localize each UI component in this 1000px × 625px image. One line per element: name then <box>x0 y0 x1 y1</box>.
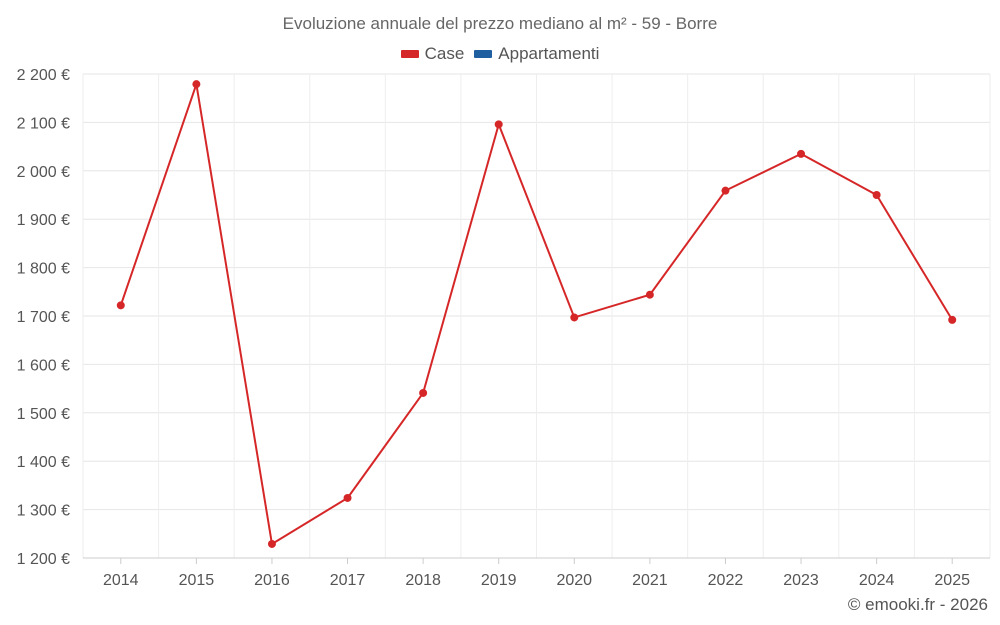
data-point <box>570 313 579 322</box>
x-tick-label: 2016 <box>254 572 290 589</box>
x-tick-label: 2015 <box>179 572 215 589</box>
legend: Case Appartamenti <box>0 44 1000 64</box>
x-tick-label: 2021 <box>632 572 668 589</box>
legend-swatch-appartamenti <box>474 50 493 58</box>
x-tick-label: 2020 <box>556 572 592 589</box>
data-point <box>267 539 276 548</box>
y-tick-label: 2 200 € <box>17 67 70 84</box>
chart-title: Evoluzione annuale del prezzo mediano al… <box>282 14 718 33</box>
data-point <box>343 493 352 502</box>
y-tick-label: 2 100 € <box>17 115 70 132</box>
y-tick-label: 1 900 € <box>17 212 70 229</box>
series-line-case <box>119 83 954 546</box>
y-tick-label: 1 300 € <box>17 503 70 520</box>
data-point <box>948 315 957 324</box>
data-point <box>797 149 806 158</box>
x-tick-label: 2022 <box>708 572 744 589</box>
y-tick-label: 1 600 € <box>17 357 70 374</box>
legend-swatch-case <box>400 50 419 58</box>
x-tick-label: 2017 <box>330 572 366 589</box>
data-point <box>192 80 201 89</box>
legend-label-case: Case <box>424 44 465 63</box>
x-tick-label: 2023 <box>783 572 819 589</box>
data-point <box>872 191 881 199</box>
x-tick-label: 2024 <box>859 572 895 589</box>
x-tick-label: 2018 <box>405 572 441 589</box>
data-point <box>645 290 654 299</box>
x-tick-label: 2025 <box>934 572 970 589</box>
legend-label-appartamenti: Appartamenti <box>498 44 600 63</box>
legend-item-appartamenti[interactable]: Appartamenti <box>474 44 599 64</box>
credit-text: © emooki.fr - 2026 <box>847 595 988 614</box>
y-tick-label: 1 800 € <box>17 261 70 278</box>
y-tick-label: 1 500 € <box>17 406 70 423</box>
y-tick-label: 2 000 € <box>17 164 70 181</box>
data-point <box>721 186 730 195</box>
y-tick-label: 1 400 € <box>17 454 70 471</box>
y-tick-label: 1 700 € <box>17 309 70 326</box>
x-tick-label: 2014 <box>103 572 139 589</box>
data-point <box>116 301 125 310</box>
y-tick-label: 1 200 € <box>17 551 70 568</box>
legend-item-case[interactable]: Case <box>400 44 465 64</box>
x-tick-label: 2019 <box>481 572 517 589</box>
data-point <box>494 120 503 129</box>
data-point <box>419 388 428 397</box>
